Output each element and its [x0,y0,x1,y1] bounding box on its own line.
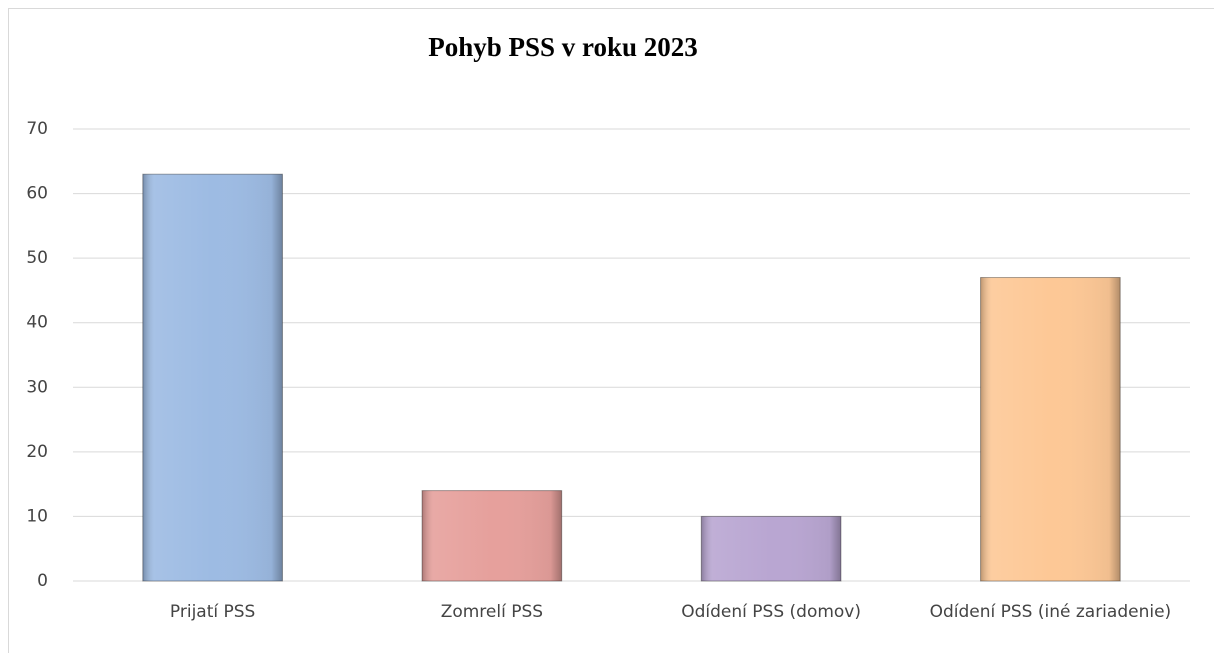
x-tick-label: Odídení PSS (iné zariadenie) [930,602,1172,622]
y-tick-label: 50 [26,248,48,268]
bar [700,515,842,582]
bar [421,490,563,582]
y-tick-label: 30 [26,377,48,397]
y-tick-label: 40 [26,313,48,333]
chart-title: Pohyb PSS v roku 2023 [428,32,698,62]
y-tick-label: 20 [26,442,48,462]
x-tick-label: Odídení PSS (domov) [681,602,861,622]
y-tick-label: 60 [26,184,48,204]
bar [980,277,1121,582]
bar [142,173,283,582]
x-tick-label: Prijatí PSS [170,602,255,622]
x-tick-label: Zomrelí PSS [441,602,543,622]
y-tick-label: 0 [37,571,48,591]
y-tick-label: 70 [26,119,48,139]
chart-border [8,8,1214,653]
y-tick-label: 10 [26,506,48,526]
